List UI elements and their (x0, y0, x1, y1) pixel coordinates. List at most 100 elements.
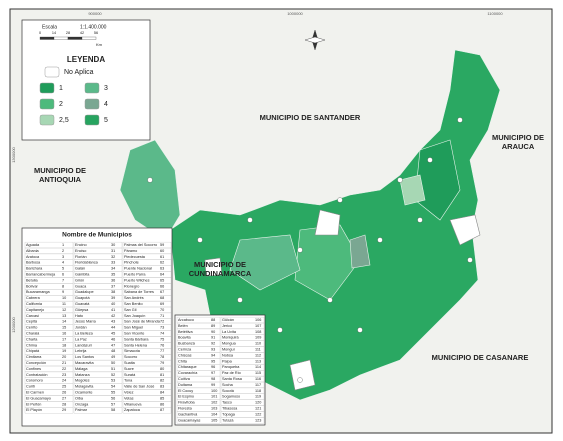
municipio-id: 99 (211, 383, 215, 387)
region (449, 214, 481, 246)
municipio-id: 64 (160, 273, 164, 277)
municipio-name: Pinchote (124, 261, 139, 265)
municipio-id: 19 (62, 349, 66, 353)
municipio-id: 13 (62, 314, 66, 318)
department-label: ARAUCA (502, 142, 535, 151)
municipio-name: Ocamonte (75, 391, 93, 395)
municipio-name: El Guacamayo (26, 396, 51, 400)
region (119, 139, 181, 241)
municipio-name: Guavatá (75, 302, 90, 306)
department-label: MUNICIPIO DE (492, 133, 544, 142)
municipio-id: 40 (111, 302, 115, 306)
municipio-id: 47 (111, 343, 115, 347)
legend-swatch (44, 66, 60, 78)
municipio-name: Bolívar (26, 284, 39, 288)
municipio-name: Encino (75, 243, 87, 247)
municipio-id: 46 (111, 337, 115, 341)
municipio-id: 29 (62, 408, 66, 412)
department-label: MUNICIPIO DE (194, 260, 246, 269)
municipio-name: Nobsa (222, 353, 234, 357)
municipio-marker (427, 157, 433, 163)
municipio-id: 28 (62, 402, 66, 406)
municipio-name: El Espino (178, 395, 194, 399)
municipio-name: Charta (26, 337, 38, 341)
municipio-id: 91 (211, 336, 215, 340)
municipio-id: 37 (111, 284, 115, 288)
municipio-id: 115 (255, 371, 261, 375)
legend-label: 3 (104, 85, 108, 92)
municipio-name: Mongua (222, 342, 237, 346)
legend-swatch (39, 114, 55, 126)
municipio-name: San José de Miranda (124, 320, 161, 324)
municipio-name: Güepsa (75, 308, 89, 312)
municipio-name: Lebrija (75, 349, 87, 353)
municipio-id: 103 (211, 407, 217, 411)
municipio-id: 95 (211, 359, 215, 363)
municipio-id: 33 (111, 261, 115, 265)
legend-label: 4 (104, 101, 108, 108)
municipio-name: California (26, 302, 43, 306)
municipio-id: 62 (160, 261, 164, 265)
municipio-name: Tópaga (222, 412, 236, 416)
department-label: MUNICIPIO DE SANTANDER (260, 113, 361, 122)
scale-tick-label: 14 (52, 31, 56, 35)
municipio-name: Macaravita (75, 361, 94, 365)
municipio-id: 25 (62, 385, 66, 389)
department-label: CUNDINAMARCA (189, 269, 252, 278)
scale-tick-label: 0 (39, 31, 41, 35)
scale-tick-label: 56 (94, 31, 98, 35)
municipio-name: Villanueva (124, 402, 142, 406)
municipio-id: 122 (255, 412, 261, 416)
legend-swatch (39, 82, 55, 94)
municipio-id: 92 (211, 342, 215, 346)
municipio-name: Sogamoso (222, 395, 240, 399)
municipio-id: 112 (255, 353, 261, 357)
scale-title: Escala (42, 24, 57, 30)
municipio-id: 27 (62, 396, 66, 400)
municipio-id: 21 (62, 361, 66, 365)
municipio-id: 23 (62, 373, 66, 377)
municipio-name: Puerto Wilches (124, 278, 150, 282)
municipio-name: Suratá (124, 373, 136, 377)
legend-label: 1 (59, 85, 63, 92)
municipio-id: 73 (160, 326, 164, 330)
municipio-name: Cerinza (178, 348, 192, 352)
municipio-name: La Paz (75, 337, 87, 341)
municipio-name: Busbanzá (178, 342, 196, 346)
municipio-name: San Andrés (124, 296, 144, 300)
municipio-id: 108 (255, 330, 261, 334)
municipio-name: Cerrito (26, 326, 37, 330)
municipio-name: Monguí (222, 348, 236, 352)
municipio-name: Hato (75, 314, 83, 318)
municipio-id: 50 (111, 361, 115, 365)
municipio-name: Carcasí (26, 314, 40, 318)
municipio-name: Málaga (75, 367, 88, 371)
municipio-name: Zapatoca (124, 408, 141, 412)
table-title: Nombre de Municipios (62, 232, 132, 239)
municipio-name: Coromoro (26, 379, 43, 383)
municipio-id: 74 (160, 332, 164, 336)
municipio-id: 96 (211, 365, 215, 369)
region (204, 257, 223, 277)
municipio-marker (417, 217, 423, 223)
municipio-id: 123 (255, 418, 261, 422)
municipio-id: 10 (62, 296, 66, 300)
municipio-id: 45 (111, 332, 115, 336)
municipio-name: El Carmen (26, 391, 44, 395)
municipio-name: Chiscas (178, 353, 192, 357)
municipio-name: Paz de Río (222, 371, 241, 375)
municipio-name: Cuítiva (178, 377, 191, 381)
municipio-name: Oiba (75, 396, 84, 400)
municipio-id: 39 (111, 296, 115, 300)
municipio-name: Cepitá (26, 320, 38, 324)
municipio-id: 90 (211, 330, 215, 334)
municipio-name: Molagavita (75, 385, 94, 389)
municipio-name: Charalá (26, 332, 40, 336)
north-arrow (304, 29, 326, 51)
municipio-name: Jesús María (75, 320, 97, 324)
municipio-id: 94 (211, 353, 215, 357)
scale-tick-label: 42 (80, 31, 84, 35)
municipio-id: 75 (160, 337, 164, 341)
municipio-name: Landázuri (75, 343, 92, 347)
municipio-id: 41 (111, 308, 115, 312)
